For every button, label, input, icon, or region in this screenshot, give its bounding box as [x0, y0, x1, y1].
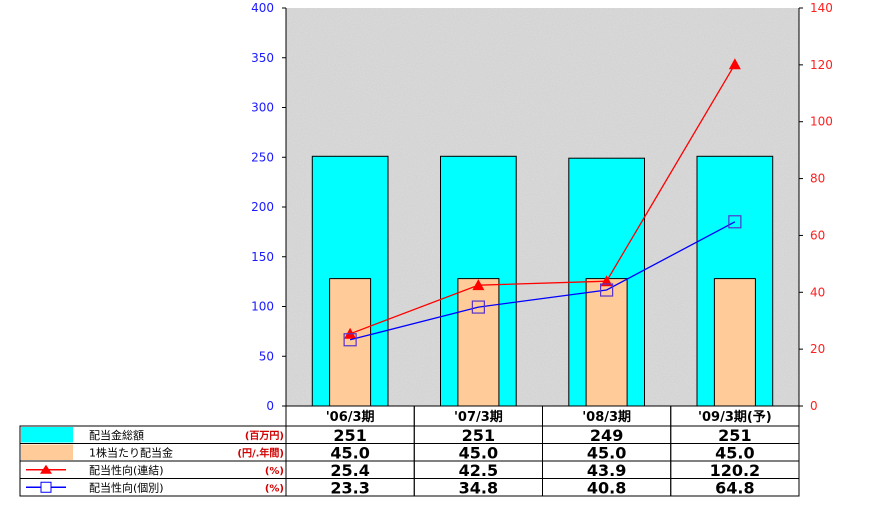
- legend-label-2: 配当性向(連結): [89, 463, 164, 477]
- value-label-0-0: 251: [333, 426, 366, 445]
- y-right-tick-label-4: 80: [810, 172, 825, 186]
- value-label-1-0: 45.0: [330, 444, 369, 463]
- legend-label-1: 1株当たり配当金: [89, 446, 173, 460]
- bars-layer: [311, 155, 774, 407]
- value-label-1-1: 45.0: [459, 444, 498, 463]
- y-right-tick-label-6: 120: [810, 58, 833, 72]
- line-consolidated: [349, 63, 736, 335]
- value-label-3-3: 64.8: [715, 479, 754, 498]
- value-label-0-1: 251: [462, 426, 495, 445]
- value-label-3-0: 23.3: [330, 479, 369, 498]
- category-label-2: '08/3期: [582, 410, 631, 425]
- legend-marker-3: [40, 481, 52, 493]
- y-left-tick-label-6: 300: [251, 101, 274, 115]
- point-standalone-2: [600, 283, 614, 297]
- y-left-tick-label-5: 250: [251, 150, 274, 164]
- legend-unit-1: (円/.年間): [237, 447, 284, 460]
- line-standalone: [349, 221, 736, 341]
- y-right-tick-label-0: 0: [810, 399, 818, 413]
- legend-unit-3: (%): [265, 484, 284, 495]
- value-label-1-3: 45.0: [715, 444, 754, 463]
- legend-label-3: 配当性向(個別): [89, 481, 164, 495]
- data-table: '06/3期 '07/3期 '08/3期 '09/3期(予) 配当金総額 (百万円) 251…: [19, 405, 800, 498]
- axes-layer: 0 50 100 150 200 250 300 350 400 0 20 40 60 80 100 120 1…: [251, 1, 833, 413]
- y-left-tick-label-8: 400: [251, 1, 274, 15]
- y-right-tick-label-2: 40: [810, 285, 825, 299]
- category-label-3: '09/3期(予): [698, 410, 772, 425]
- point-standalone-0: [343, 333, 357, 347]
- point-standalone-3: [728, 215, 742, 229]
- y-right-tick-label-3: 60: [810, 228, 825, 242]
- value-label-3-1: 34.8: [459, 479, 498, 498]
- value-cell-3-3: [670, 478, 800, 497]
- value-label-2-3: 120.2: [710, 461, 761, 480]
- bar-per-share-1: [457, 278, 500, 407]
- legend-label-0: 配当金総額: [89, 428, 144, 442]
- value-label-2-1: 42.5: [459, 461, 498, 480]
- value-label-0-2: 249: [590, 426, 623, 445]
- value-label-2-2: 43.9: [587, 461, 626, 480]
- point-standalone-1: [471, 300, 485, 314]
- legend-swatch-0: [21, 427, 73, 443]
- point-consolidated-1: [472, 279, 485, 291]
- legend-swatch-1: [21, 444, 73, 460]
- value-label-1-2: 45.0: [587, 444, 626, 463]
- legend-unit-0: (百万円): [245, 430, 284, 442]
- y-right-tick-label-7: 140: [810, 1, 833, 15]
- y-left-tick-label-4: 200: [251, 200, 274, 214]
- value-label-0-3: 251: [718, 426, 751, 445]
- bar-per-share-0: [329, 278, 372, 407]
- y-left-tick-label-0: 0: [266, 399, 274, 413]
- y-right-tick-label-1: 20: [810, 342, 825, 356]
- y-left-tick-label-3: 150: [251, 250, 274, 264]
- y-left-tick-label-1: 50: [259, 349, 274, 363]
- bar-per-share-3: [713, 278, 756, 407]
- category-label-0: '06/3期: [326, 410, 375, 425]
- category-label-1: '07/3期: [454, 410, 503, 425]
- y-right-tick-label-5: 100: [810, 115, 833, 129]
- y-left-tick-label-2: 100: [251, 300, 274, 314]
- point-consolidated-3: [728, 58, 741, 70]
- lines-layer: [343, 58, 742, 347]
- legend-marker-2: [40, 464, 52, 474]
- value-label-2-0: 25.4: [330, 461, 369, 480]
- bar-per-share-2: [585, 278, 628, 407]
- legend-unit-2: (%): [265, 466, 284, 477]
- y-left-tick-label-7: 350: [251, 51, 274, 65]
- value-label-3-2: 40.8: [587, 479, 626, 498]
